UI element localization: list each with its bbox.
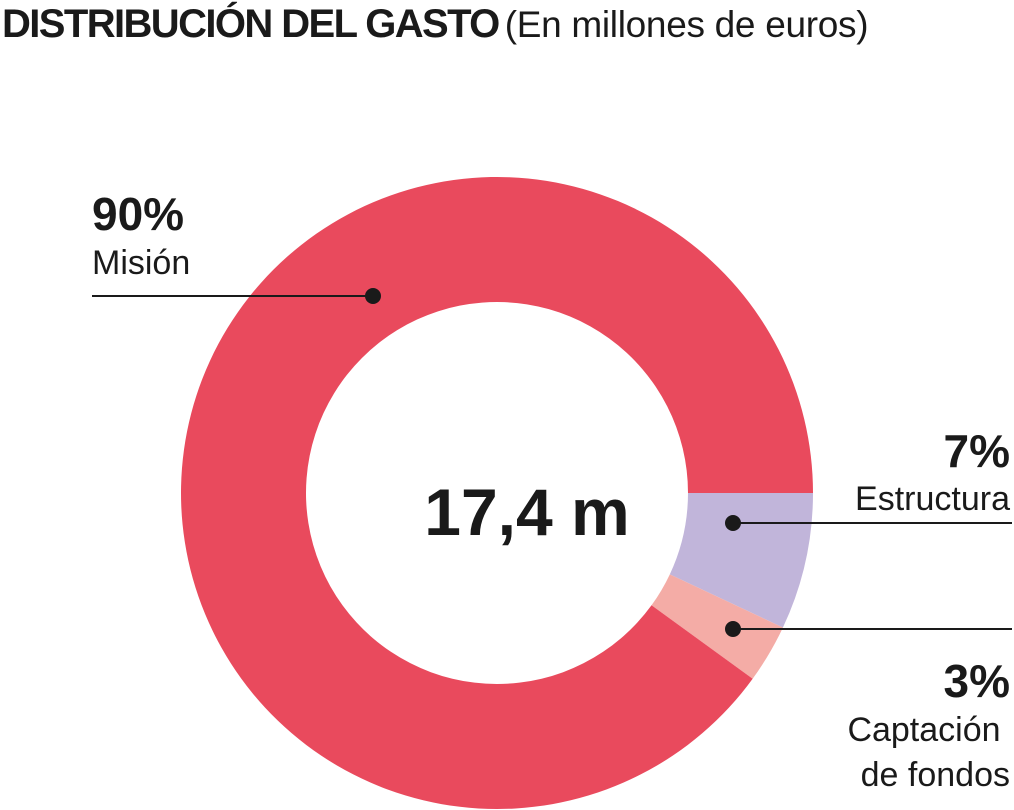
slice-name-estructura: Estructura bbox=[855, 480, 1010, 518]
slice-percent-mision: 90% bbox=[92, 188, 184, 240]
donut-slice-captación-de-fondos bbox=[651, 574, 783, 679]
donut-slice-misión bbox=[181, 176, 813, 809]
chart-title-main: DISTRIBUCIÓN DEL GASTO bbox=[2, 2, 500, 46]
slice-percent-estructura: 7% bbox=[944, 425, 1010, 477]
slice-name-mision: Misión bbox=[92, 244, 190, 282]
donut-slice-estructura bbox=[669, 493, 813, 628]
chart-subtitle: (En millones de euros) bbox=[504, 4, 869, 45]
slice-percent-captacion: 3% bbox=[944, 655, 1010, 707]
callout-mision: 90% Misión bbox=[92, 188, 381, 304]
slice-name-captacion-line-2: de fondos bbox=[861, 756, 1010, 794]
donut-slices bbox=[181, 176, 813, 809]
slice-name-captacion: Captación de fondos bbox=[847, 711, 1010, 794]
center-total-label: 17,4 m bbox=[424, 475, 629, 549]
callout-dot-estructura bbox=[725, 515, 741, 531]
slice-name-captacion-line-1: Captación bbox=[847, 711, 1000, 749]
callout-dot-mision bbox=[365, 288, 381, 304]
callout-captacion: 3% Captación de fondos bbox=[725, 621, 1012, 794]
callout-dot-captacion bbox=[725, 621, 741, 637]
callout-estructura: 7% Estructura bbox=[725, 425, 1012, 531]
chart-title: DISTRIBUCIÓN DEL GASTO (En millones de eu… bbox=[2, 2, 869, 46]
